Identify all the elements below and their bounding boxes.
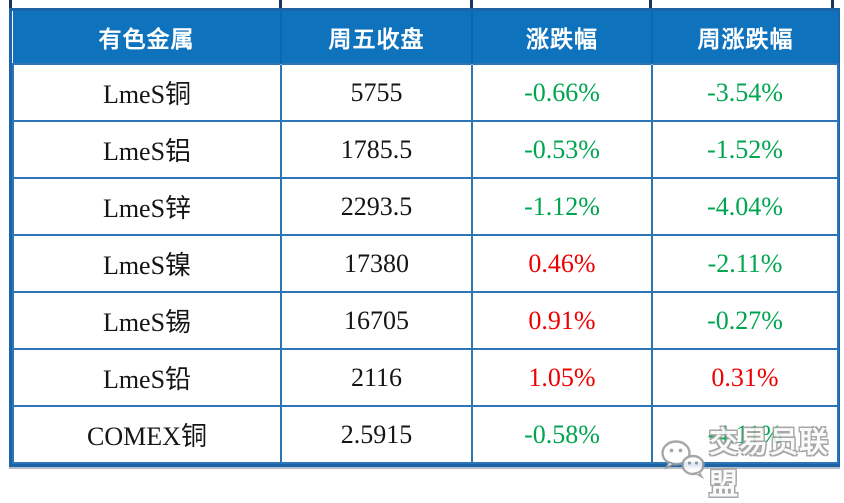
- col-header-metal: 有色金属: [13, 11, 281, 64]
- table-row: LmeS铜 5755 -0.66% -3.54%: [12, 63, 839, 122]
- close-price: 16705: [280, 291, 473, 350]
- col-header-week-change: 周涨跌幅: [651, 11, 838, 64]
- daily-change: 1.05%: [471, 348, 653, 407]
- daily-change: -1.12%: [471, 177, 653, 236]
- table-row: LmeS锡 16705 0.91% -0.27%: [12, 291, 839, 350]
- table-row: LmeS镍 17380 0.46% -2.11%: [12, 234, 839, 293]
- metal-name: LmeS镍: [12, 234, 282, 293]
- grid-stub: [9, 0, 12, 9]
- metal-name: LmeS锌: [12, 177, 282, 236]
- table-row: LmeS锌 2293.5 -1.12% -4.04%: [12, 177, 839, 236]
- header-row: 有色金属 周五收盘 涨跌幅 周涨跌幅: [13, 11, 838, 64]
- weekly-change: -0.27%: [651, 291, 839, 350]
- metal-name: LmeS锡: [12, 291, 282, 350]
- col-header-friday-close: 周五收盘: [280, 11, 472, 64]
- table-row: LmeS铅 2116 1.05% 0.31%: [12, 348, 839, 407]
- daily-change: -0.58%: [471, 405, 653, 464]
- grid-stub: [649, 0, 652, 9]
- metal-name: COMEX铜: [12, 405, 282, 464]
- metals-price-table-screenshot: 有色金属 周五收盘 涨跌幅 周涨跌幅 LmeS铜 5755 -0.66% -3.…: [9, 0, 840, 501]
- daily-change: 0.91%: [471, 291, 653, 350]
- table-row: COMEX铜 2.5915 -0.58% -4.11%: [12, 405, 839, 464]
- col-header-change: 涨跌幅: [471, 11, 652, 64]
- table-row: LmeS铝 1785.5 -0.53% -1.52%: [12, 120, 839, 179]
- daily-change: -0.66%: [471, 63, 653, 122]
- close-price: 2116: [280, 348, 473, 407]
- metals-table: 有色金属 周五收盘 涨跌幅 周涨跌幅 LmeS铜 5755 -0.66% -3.…: [9, 8, 840, 467]
- grid-stub: [279, 0, 282, 9]
- grid-stub: [831, 0, 834, 9]
- grid-stub: [470, 0, 473, 9]
- metal-name: LmeS铜: [12, 63, 282, 122]
- weekly-change: -1.52%: [651, 120, 839, 179]
- metal-name: LmeS铅: [12, 348, 282, 407]
- daily-change: -0.53%: [471, 120, 653, 179]
- close-price: 5755: [280, 63, 473, 122]
- metal-name: LmeS铝: [12, 120, 282, 179]
- weekly-change: -3.54%: [651, 63, 839, 122]
- weekly-change: -4.04%: [651, 177, 839, 236]
- close-price: 1785.5: [280, 120, 473, 179]
- close-price: 17380: [280, 234, 473, 293]
- close-price: 2.5915: [280, 405, 473, 464]
- close-price: 2293.5: [280, 177, 473, 236]
- weekly-change: 0.31%: [651, 348, 839, 407]
- weekly-change: -2.11%: [651, 234, 839, 293]
- weekly-change: -4.11%: [651, 405, 839, 464]
- daily-change: 0.46%: [471, 234, 653, 293]
